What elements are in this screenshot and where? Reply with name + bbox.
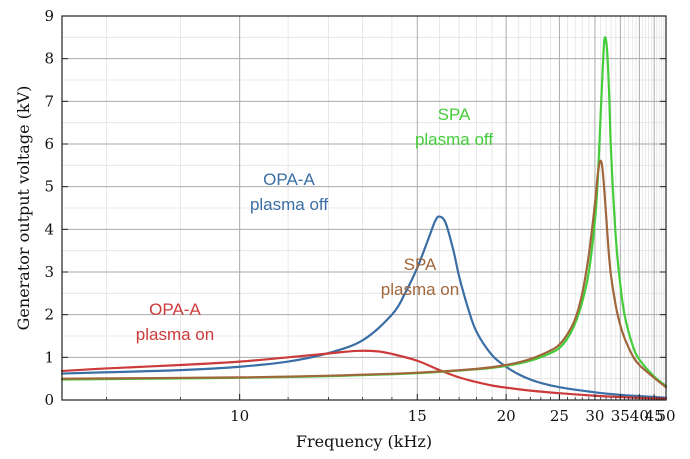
y-tick-label: 1 [44, 348, 54, 366]
annotation-opa-a-plasma-on-line2: plasma on [136, 325, 214, 344]
y-tick-label: 6 [44, 135, 54, 153]
x-tick-label: 20 [497, 407, 516, 425]
y-tick-label: 7 [44, 92, 54, 110]
axis-ticks [62, 15, 667, 401]
series-line-opa-a-plasma-off [60, 215, 668, 399]
y-axis-label: Generator output voltage (kV) [14, 86, 33, 331]
y-tick-label: 0 [44, 391, 54, 409]
annotation-spa-plasma-off-line2: plasma off [415, 130, 493, 149]
series-line-spa-plasma-on [60, 159, 668, 389]
y-tick-label: 5 [44, 178, 54, 196]
annotation-spa-plasma-off-line1: SPA [438, 105, 471, 124]
annotation-opa-a-plasma-on-line1: OPA-A [149, 300, 201, 319]
y-tick-label: 2 [44, 306, 54, 324]
annotation-opa-a-plasma-off-line1: OPA-A [263, 170, 315, 189]
x-tick-label: 25 [550, 407, 569, 425]
x-tick-label: 45 [645, 407, 664, 425]
series-annotations: OPA-A plasma off OPA-A plasma on SPA plasma o… [136, 105, 494, 344]
y-tick-label: 4 [44, 220, 54, 238]
y-tick-label: 8 [44, 50, 54, 68]
plot-frame [61, 15, 667, 401]
x-tick-label: 15 [408, 407, 427, 425]
x-axis-label: Frequency (kHz) [296, 432, 432, 451]
annotation-opa-a-plasma-off-line2: plasma off [250, 195, 328, 214]
y-tick-label: 9 [44, 7, 54, 25]
y-tick-label: 3 [44, 263, 54, 281]
x-tick-label: 40 [630, 407, 649, 425]
y-tick-labels: 0 1 2 3 4 5 6 7 8 9 [44, 7, 54, 409]
x-tick-label: 10 [230, 407, 249, 425]
annotation-spa-plasma-on-line1: SPA [404, 255, 437, 274]
x-tick-label: 30 [585, 407, 604, 425]
series-layer [60, 36, 668, 400]
annotation-spa-plasma-on-line2: plasma on [381, 280, 459, 299]
x-tick-label: 35 [611, 407, 630, 425]
series-line-opa-a-plasma-on [60, 349, 668, 400]
x-tick-label: 50 [656, 407, 675, 425]
